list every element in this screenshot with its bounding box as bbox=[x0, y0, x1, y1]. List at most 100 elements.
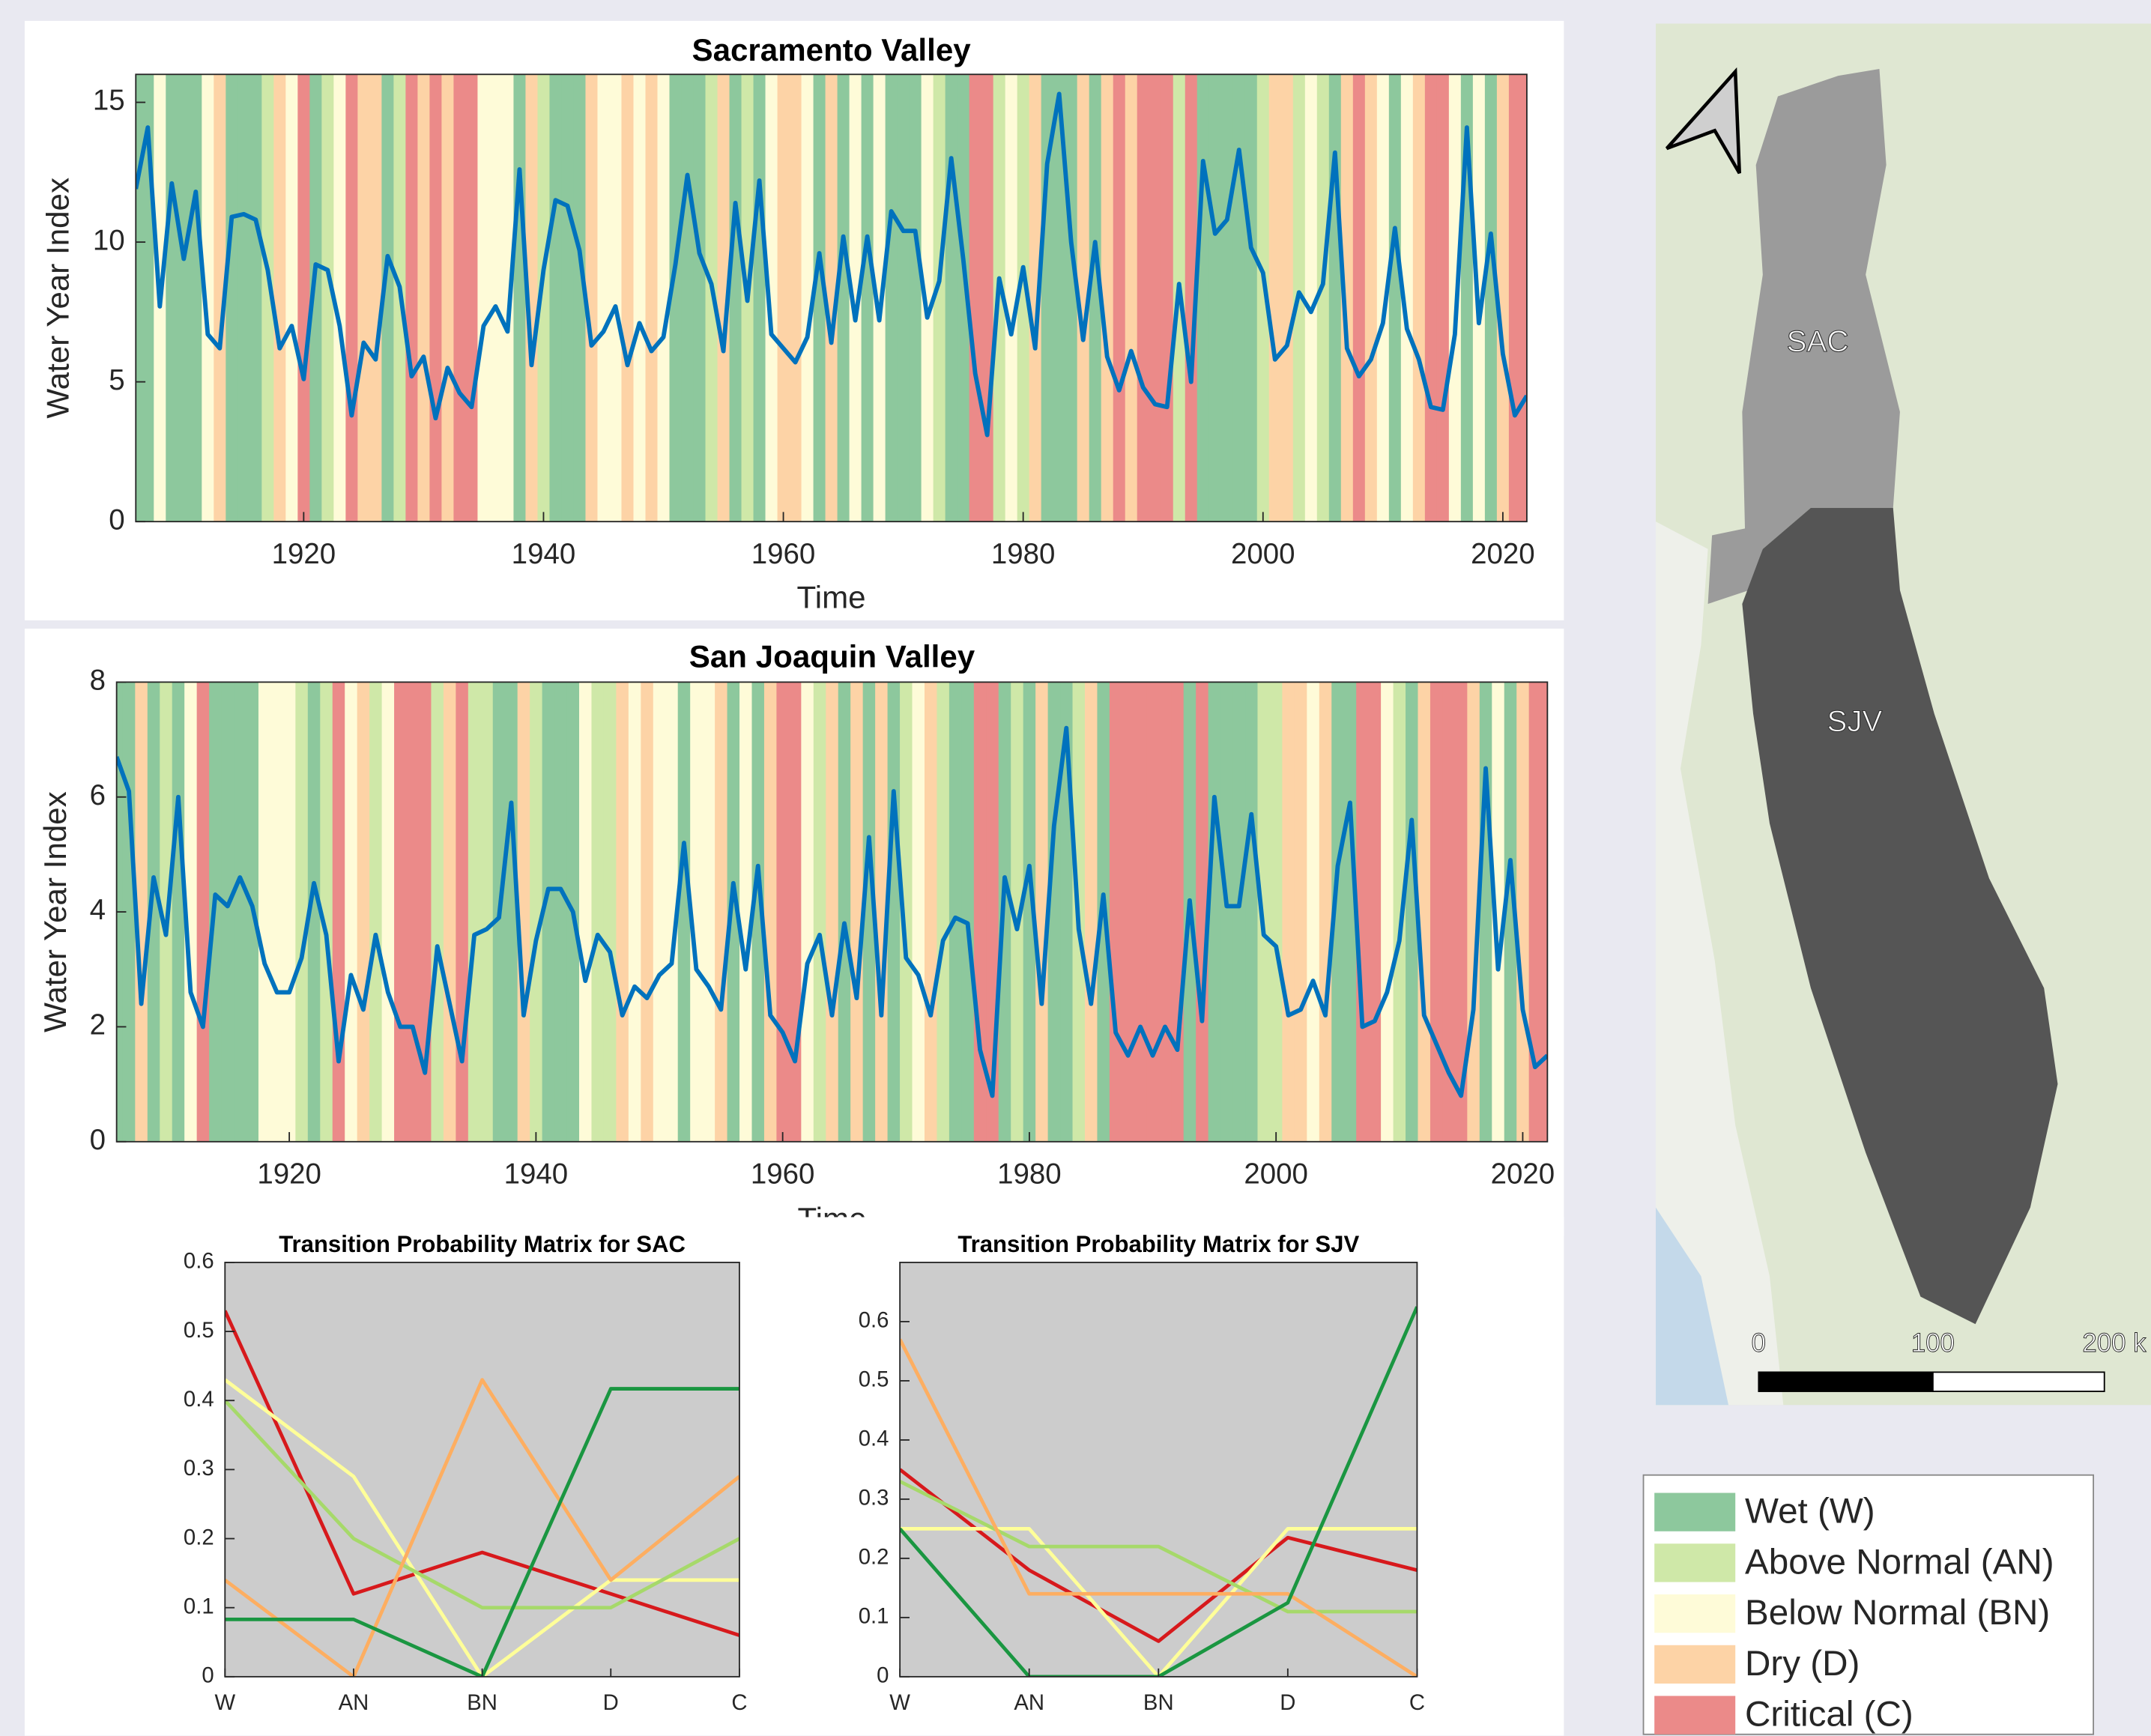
y-tick-label: 0 bbox=[109, 503, 124, 536]
year-type-band bbox=[407, 682, 420, 1141]
x-tick-label: 1960 bbox=[751, 1158, 815, 1191]
year-type-band bbox=[456, 682, 468, 1141]
year-type-band bbox=[1319, 682, 1332, 1141]
year-type-band bbox=[862, 74, 874, 521]
x-tick-label: 1980 bbox=[997, 1158, 1062, 1191]
year-type-band bbox=[814, 682, 826, 1141]
year-type-band bbox=[645, 74, 658, 521]
year-type-band bbox=[417, 74, 430, 521]
chart-title: Transition Probability Matrix for SAC bbox=[279, 1231, 686, 1257]
x-tick-label: C bbox=[731, 1690, 747, 1715]
y-tick-label: 6 bbox=[90, 779, 106, 811]
year-type-band bbox=[629, 682, 641, 1141]
year-type-band bbox=[925, 682, 937, 1141]
chart-title: Sacramento Valley bbox=[692, 32, 971, 67]
year-type-band bbox=[178, 74, 190, 521]
year-type-band bbox=[888, 682, 901, 1141]
year-type-band bbox=[295, 682, 308, 1141]
year-type-band bbox=[1085, 682, 1098, 1141]
scale-label: 100 bbox=[1911, 1329, 1955, 1358]
year-type-band bbox=[554, 682, 567, 1141]
year-type-band bbox=[1425, 74, 1438, 521]
year-type-band bbox=[1480, 682, 1492, 1141]
y-tick-label: 0.2 bbox=[859, 1545, 889, 1570]
y-tick-label: 0.3 bbox=[859, 1486, 889, 1510]
year-type-band bbox=[981, 74, 994, 521]
x-tick-label: 1920 bbox=[257, 1158, 321, 1191]
scale-label: 0 bbox=[1752, 1329, 1766, 1358]
year-type-band bbox=[1125, 74, 1138, 521]
y-tick-label: 0.6 bbox=[184, 1249, 214, 1274]
year-type-band bbox=[226, 74, 238, 521]
year-type-band bbox=[826, 682, 838, 1141]
legend-swatch bbox=[1654, 1594, 1735, 1633]
year-type-band bbox=[898, 74, 910, 521]
year-type-band bbox=[1137, 74, 1150, 521]
y-tick-label: 0 bbox=[877, 1663, 889, 1688]
year-type-band bbox=[513, 74, 526, 521]
y-tick-label: 0.4 bbox=[184, 1387, 214, 1412]
y-tick-label: 0.1 bbox=[859, 1604, 889, 1629]
year-type-band bbox=[453, 74, 466, 521]
year-type-band bbox=[801, 682, 814, 1141]
y-axis-label: Water Year Index bbox=[40, 178, 76, 418]
year-type-band bbox=[838, 682, 851, 1141]
year-type-band bbox=[961, 682, 974, 1141]
year-type-band bbox=[609, 74, 622, 521]
year-type-band bbox=[730, 74, 742, 521]
year-type-band bbox=[405, 74, 418, 521]
year-type-band bbox=[604, 682, 617, 1141]
y-tick-label: 10 bbox=[93, 224, 125, 256]
year-type-band bbox=[1437, 74, 1450, 521]
y-tick-label: 0.4 bbox=[859, 1427, 889, 1451]
x-tick-label: D bbox=[1280, 1690, 1295, 1715]
y-tick-label: 0 bbox=[90, 1124, 106, 1156]
year-type-band bbox=[1233, 682, 1246, 1141]
year-type-band bbox=[465, 74, 478, 521]
year-type-band bbox=[1369, 682, 1382, 1141]
year-type-band bbox=[579, 682, 592, 1141]
year-type-band bbox=[489, 74, 502, 521]
y-tick-label: 0.3 bbox=[184, 1456, 214, 1481]
plot-area bbox=[225, 1262, 739, 1677]
x-tick-label: C bbox=[1409, 1690, 1425, 1715]
x-tick-label: BN bbox=[467, 1690, 497, 1715]
year-type-band bbox=[444, 682, 456, 1141]
x-tick-label: 1920 bbox=[272, 538, 336, 570]
year-type-band bbox=[297, 74, 310, 521]
year-type-band bbox=[1161, 74, 1174, 521]
year-type-band bbox=[790, 74, 802, 521]
year-type-band bbox=[1295, 682, 1307, 1141]
x-tick-label: 2000 bbox=[1231, 538, 1295, 570]
year-type-band bbox=[394, 682, 407, 1141]
legend-swatch bbox=[1654, 1696, 1735, 1735]
year-type-band bbox=[549, 74, 562, 521]
x-axis-label: Time bbox=[797, 580, 866, 615]
year-type-band bbox=[838, 74, 850, 521]
year-type-band bbox=[273, 74, 286, 521]
legend-label: Above Normal (AN) bbox=[1745, 1542, 2054, 1582]
year-type-band bbox=[369, 74, 382, 521]
x-tick-label: 1980 bbox=[991, 538, 1056, 570]
legend-label: Critical (C) bbox=[1745, 1695, 1913, 1735]
year-type-band bbox=[1134, 682, 1147, 1141]
scale-label: 200 k bbox=[2082, 1329, 2147, 1358]
x-tick-label: BN bbox=[1143, 1690, 1174, 1715]
year-type-band bbox=[1270, 682, 1283, 1141]
year-type-band bbox=[1413, 74, 1426, 521]
year-type-band bbox=[238, 74, 250, 521]
legend-swatch bbox=[1654, 1645, 1735, 1684]
year-type-band bbox=[1113, 74, 1126, 521]
year-type-band bbox=[694, 74, 707, 521]
year-type-band bbox=[234, 682, 246, 1141]
x-tick-label: 1940 bbox=[504, 1158, 569, 1191]
scale-bar bbox=[1933, 1372, 2105, 1391]
year-type-band bbox=[345, 74, 358, 521]
year-type-band bbox=[1529, 682, 1542, 1141]
map-label: SAC bbox=[1787, 324, 1849, 358]
year-type-band bbox=[561, 74, 574, 521]
plot-area bbox=[900, 1262, 1417, 1677]
y-axis-label: Water Year Index bbox=[37, 791, 73, 1032]
year-type-band bbox=[1307, 682, 1319, 1141]
